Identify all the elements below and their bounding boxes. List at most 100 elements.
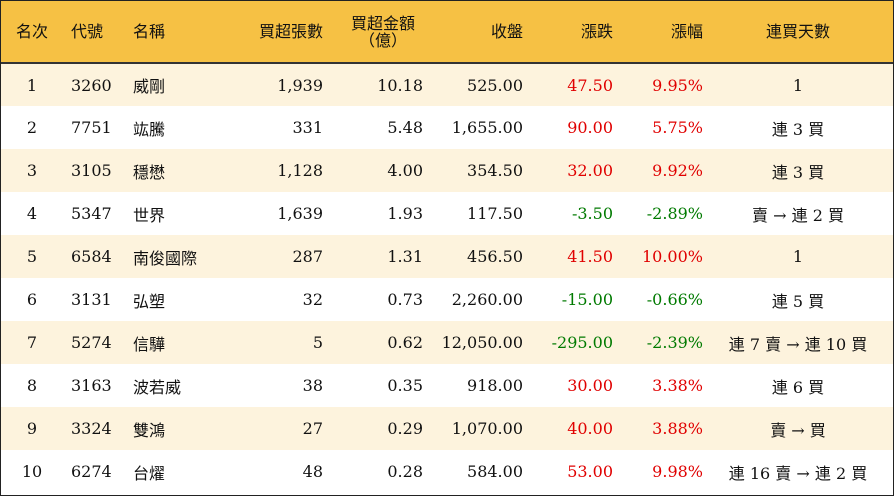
- header-rank: 名次: [1, 1, 63, 64]
- cell-net-buy-lots: 331: [292, 118, 323, 137]
- cell-change-pct: 3.88%: [652, 419, 703, 438]
- cell-change-pct: 9.98%: [652, 462, 703, 481]
- header-change: 漲跌: [523, 1, 613, 64]
- cell-change: 30.00: [567, 376, 613, 395]
- cell-consecutive-days: 連 5 買: [771, 291, 825, 311]
- cell-close: 525.00: [467, 75, 523, 95]
- cell-close: 1,070.00: [451, 419, 523, 438]
- cell-code: 6584: [71, 247, 112, 266]
- cell-close: 117.50: [467, 204, 523, 223]
- cell-change: 90.00: [567, 118, 613, 137]
- cell-code: 7751: [71, 118, 112, 137]
- cell-code: 5274: [71, 333, 112, 352]
- cell-net-buy-lots: 1,939: [277, 75, 323, 95]
- cell-name: 威剛: [133, 77, 166, 96]
- cell-close: 2,260.00: [451, 290, 523, 309]
- cell-net-buy-amount: 0.62: [387, 333, 423, 352]
- cell-name: 台燿: [133, 463, 166, 483]
- header-net-buy-lots: 買超張數: [223, 1, 323, 64]
- cell-rank: 6: [26, 290, 38, 309]
- cell-name: 穩懋: [133, 162, 166, 182]
- cell-change-pct: 9.95%: [652, 75, 703, 95]
- table-row: 4 5347 世界 1,639 1.93 117.50 -3.50 -2.89% 賣 → 連 2…: [1, 192, 893, 235]
- cell-consecutive-days: 賣 → 買: [770, 420, 826, 440]
- cell-net-buy-amount: 10.18: [377, 75, 423, 95]
- cell-rank: 9: [26, 419, 38, 438]
- cell-change-pct: -2.89%: [646, 204, 703, 223]
- cell-change: 40.00: [567, 419, 613, 438]
- cell-consecutive-days: 1: [792, 75, 804, 95]
- cell-name: 波若威: [133, 377, 182, 397]
- table-row: 2 7751 竑騰 331 5.48 1,655.00 90.00 5.75% 連 3 買: [1, 106, 893, 149]
- cell-name: 竑騰: [133, 119, 166, 139]
- cell-net-buy-lots: 287: [292, 247, 323, 266]
- cell-close: 584.00: [467, 462, 523, 481]
- table-row: 9 3324 雙鴻 27 0.29 1,070.00 40.00 3.88% 賣 → 買: [1, 407, 893, 450]
- cell-change-pct: 10.00%: [641, 247, 703, 266]
- cell-code: 3324: [71, 419, 112, 438]
- cell-change-pct: -2.39%: [646, 333, 703, 352]
- cell-close: 354.50: [467, 161, 523, 180]
- cell-code: 3163: [71, 376, 112, 395]
- cell-change: 32.00: [567, 161, 613, 180]
- cell-change: 53.00: [567, 462, 613, 481]
- cell-consecutive-days: 連 6 買: [771, 377, 825, 397]
- cell-net-buy-amount: 4.00: [387, 161, 423, 180]
- table-row: 6 3131 弘塑 32 0.73 2,260.00 -15.00 -0.66% 連 5 買: [1, 278, 893, 321]
- cell-net-buy-amount: 1.31: [387, 247, 423, 266]
- table-row: 1 3260 威剛 1,939 10.18 525.00 47.50 9.95% 1: [1, 63, 893, 106]
- cell-consecutive-days: 連 16 賣 → 連 2 買: [728, 463, 868, 483]
- cell-net-buy-lots: 1,639: [277, 204, 323, 223]
- cell-rank: 1: [26, 75, 38, 95]
- table-header-row: 名次 代號 名稱 買超張數 買超金額 （億） 收盤 漲跌 漲幅 連買天數: [1, 1, 893, 64]
- cell-rank: 4: [26, 204, 38, 223]
- header-close: 收盤: [423, 1, 523, 64]
- cell-name: 世界: [133, 205, 166, 225]
- cell-name: 弘塑: [133, 291, 166, 311]
- cell-rank: 2: [26, 118, 38, 137]
- cell-net-buy-lots: 48: [302, 462, 323, 481]
- cell-close: 12,050.00: [441, 333, 523, 352]
- header-consecutive-days: 連買天數: [703, 1, 893, 64]
- cell-net-buy-lots: 5: [312, 333, 323, 352]
- cell-change-pct: -0.66%: [646, 290, 703, 309]
- cell-net-buy-lots: 27: [302, 419, 323, 438]
- cell-change: -3.50: [571, 204, 613, 223]
- cell-rank: 10: [21, 462, 43, 481]
- table-row: 8 3163 波若威 38 0.35 918.00 30.00 3.38% 連 6 買: [1, 364, 893, 407]
- cell-rank: 7: [26, 333, 38, 352]
- table-row: 7 5274 信驊 5 0.62 12,050.00 -295.00 -2.39% 連 7 賣 …: [1, 321, 893, 364]
- header-code: 代號: [63, 1, 133, 64]
- cell-consecutive-days: 連 3 買: [771, 162, 825, 182]
- cell-rank: 3: [26, 161, 38, 180]
- header-net-buy-amount-line1: 買超金額: [350, 13, 415, 33]
- cell-close: 918.00: [467, 376, 523, 395]
- cell-change: 41.50: [567, 247, 613, 266]
- cell-consecutive-days: 賣 → 連 2 買: [752, 205, 844, 225]
- cell-net-buy-lots: 38: [302, 376, 323, 395]
- cell-code: 3260: [71, 75, 112, 95]
- cell-net-buy-lots: 32: [302, 290, 323, 309]
- cell-change: 47.50: [567, 75, 613, 95]
- cell-rank: 5: [26, 247, 38, 266]
- cell-name: 雙鴻: [133, 420, 166, 440]
- cell-name: 信驊: [133, 334, 166, 354]
- cell-code: 3105: [71, 161, 112, 180]
- header-change-pct: 漲幅: [613, 1, 703, 64]
- cell-close: 456.50: [467, 247, 523, 266]
- cell-rank: 8: [26, 376, 38, 395]
- cell-net-buy-amount: 0.73: [387, 290, 423, 309]
- cell-change-pct: 5.75%: [652, 118, 703, 137]
- header-net-buy-amount: 買超金額 （億）: [323, 1, 423, 64]
- table-row: 5 6584 南俊國際 287 1.31 456.50 41.50 10.00% 1: [1, 235, 893, 278]
- cell-net-buy-amount: 0.35: [387, 376, 423, 395]
- cell-change-pct: 9.92%: [652, 161, 703, 180]
- cell-net-buy-amount: 0.29: [387, 419, 423, 438]
- cell-close: 1,655.00: [451, 118, 523, 137]
- cell-net-buy-amount: 1.93: [387, 204, 423, 223]
- header-name: 名稱: [133, 1, 223, 64]
- cell-net-buy-amount: 5.48: [387, 118, 423, 137]
- cell-change: -15.00: [561, 290, 613, 309]
